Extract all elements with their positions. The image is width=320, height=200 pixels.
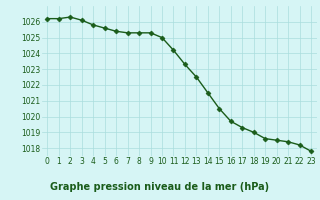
Text: Graphe pression niveau de la mer (hPa): Graphe pression niveau de la mer (hPa) xyxy=(51,182,269,192)
